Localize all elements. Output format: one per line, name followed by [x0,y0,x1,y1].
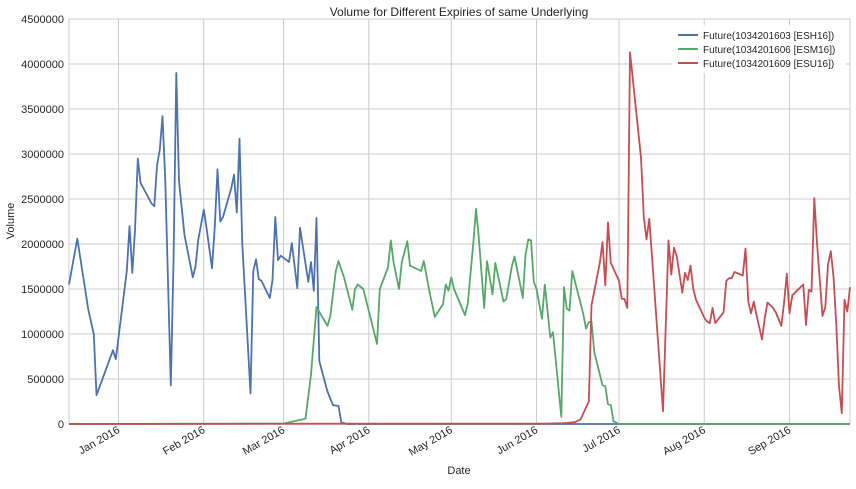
legend-label: Future(1034201603 [ESH16]) [703,31,834,42]
chart-title: Volume for Different Expiries of same Un… [330,5,589,19]
series-line-3 [68,51,851,425]
y-tick-label: 3000000 [21,149,64,161]
y-tick-label: 2000000 [21,239,64,251]
y-tick-label: 4500000 [21,14,64,26]
y-tick-label: 1000000 [21,329,64,341]
y-axis-label: Volume [5,203,17,240]
y-tick-label: 1500000 [21,284,64,296]
x-gridlines [118,19,790,424]
x-tick-label: Jul 2016 [580,424,622,455]
x-tick-label: Feb 2016 [161,424,207,458]
x-tick-labels: Jan 2016 Feb 2016 Mar 2016 Apr 2016 May 2016… [77,424,793,459]
y-tick-label: 0 [58,419,64,431]
legend-label: Future(1034201609 [ESU16]) [703,59,834,70]
x-tick-label: Apr 2016 [328,424,373,457]
legend-label: Future(1034201606 [ESM16]) [703,45,835,56]
y-tick-label: 2500000 [21,194,64,206]
x-tick-label: Mar 2016 [241,424,287,458]
legend: Future(1034201603 [ESH16]) Future(1034201… [672,25,846,73]
plot-background [69,19,850,424]
series-layer [68,51,851,425]
x-tick-label: Jan 2016 [77,424,122,457]
x-tick-label: May 2016 [407,424,455,459]
y-tick-label: 3500000 [21,104,64,116]
y-tick-label: 500000 [27,374,64,386]
series-line-2 [68,208,850,425]
x-tick-label: Aug 2016 [661,424,708,458]
y-tick-labels: 0 500000 1000000 1500000 2000000 2500000 30000… [21,14,64,431]
x-tick-label: Jun 2016 [495,424,540,457]
x-axis-label: Date [447,465,470,477]
legend-box [672,25,846,73]
x-tick-label: Sep 2016 [746,424,793,458]
series-line-1 [68,72,850,425]
y-tick-label: 4000000 [21,59,64,71]
